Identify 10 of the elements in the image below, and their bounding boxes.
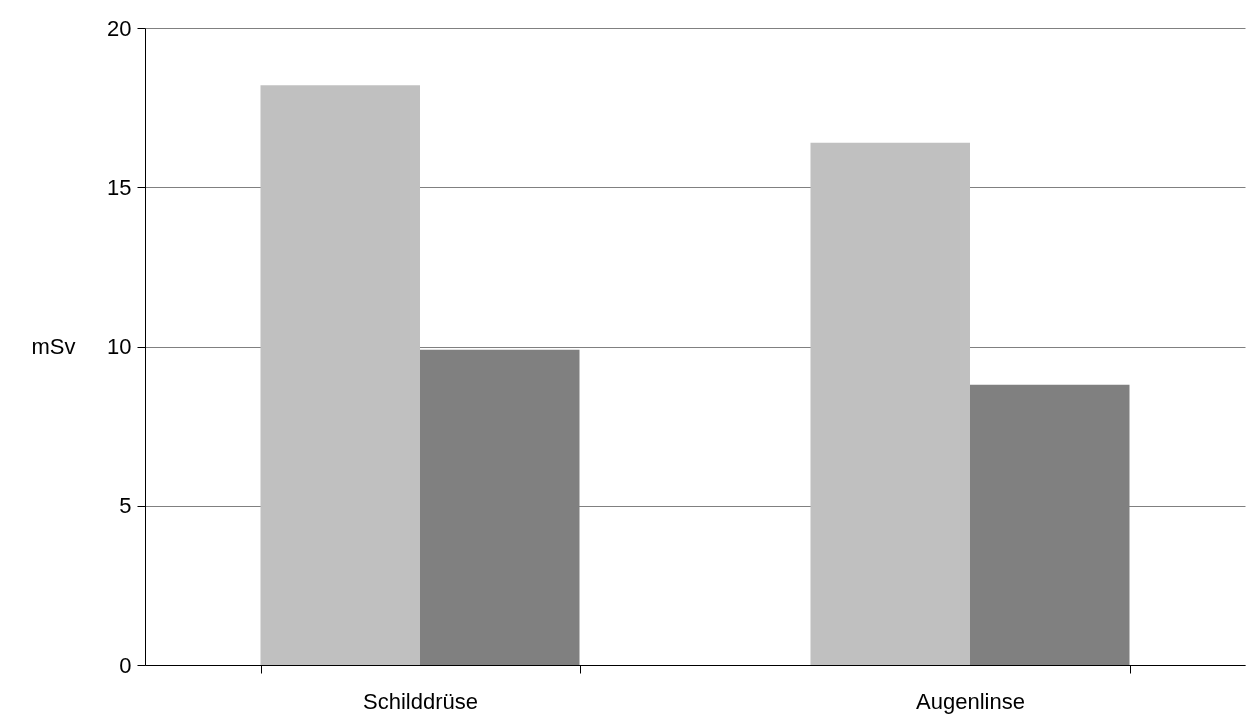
y-tick-label: 20 bbox=[107, 15, 132, 41]
y-tick-label: 0 bbox=[119, 652, 132, 678]
y-tick-label: 5 bbox=[119, 493, 132, 519]
bar bbox=[260, 85, 420, 665]
x-tick-label: Augenlinse bbox=[916, 688, 1025, 714]
x-tick-label: Schilddrüse bbox=[363, 688, 478, 714]
bar bbox=[810, 142, 970, 665]
y-tick-label: 15 bbox=[107, 174, 132, 200]
y-axis-title: mSv bbox=[31, 333, 76, 359]
y-tick-label: 10 bbox=[107, 334, 132, 359]
